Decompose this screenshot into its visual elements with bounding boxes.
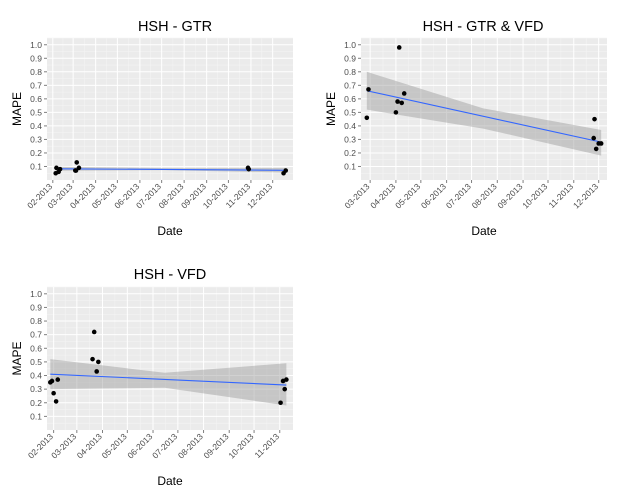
data-point — [283, 168, 289, 173]
data-point — [393, 110, 399, 115]
y-tick-label: 0.6 — [30, 94, 42, 104]
data-point — [53, 399, 59, 404]
x-tick-label: 12-2013 — [571, 181, 600, 210]
x-tick-label: 07-2013 — [150, 431, 179, 460]
y-tick-label: 0.2 — [344, 148, 356, 158]
y-tick-label: 0.6 — [344, 94, 356, 104]
data-point — [51, 390, 56, 396]
x-tick-label: 10-2013 — [520, 181, 549, 210]
plot-area — [47, 287, 293, 430]
x-tick-label: 10-2013 — [226, 431, 255, 460]
data-point — [278, 400, 283, 406]
data-point — [401, 91, 407, 96]
x-tick-label: 09-2013 — [495, 181, 524, 210]
x-tick-label: 09-2013 — [202, 431, 231, 460]
chart-title: HSH - VFD — [134, 267, 207, 283]
data-point — [284, 377, 289, 382]
y-tick-label: 0.7 — [344, 80, 356, 90]
y-tick-label: 0.8 — [30, 67, 42, 77]
y-tick-label: 0.2 — [30, 398, 42, 408]
y-tick-label: 0.4 — [30, 121, 42, 131]
data-point — [74, 160, 80, 165]
x-axis-label: Date — [471, 224, 497, 238]
data-point — [592, 116, 597, 122]
y-tick-label: 0.5 — [30, 357, 42, 367]
trend-line — [50, 373, 287, 386]
y-axis-label: MAPE — [324, 92, 338, 126]
x-tick-label: 05-2013 — [100, 431, 129, 460]
data-point — [591, 135, 597, 141]
x-tick-label: 04-2013 — [368, 181, 397, 210]
chart-title: HSH - GTR & VFD — [423, 19, 544, 35]
data-point — [282, 386, 288, 392]
data-point — [364, 115, 370, 121]
data-point — [49, 378, 55, 384]
chart-panel-3: 0.10.20.30.40.50.60.70.80.91.002-201303-… — [10, 267, 293, 488]
plot-area — [361, 38, 607, 180]
y-tick-label: 0.8 — [344, 67, 356, 77]
data-point — [91, 329, 97, 335]
x-axis-label: Date — [157, 224, 183, 238]
y-tick-label: 0.4 — [30, 371, 42, 381]
y-tick-label: 0.5 — [344, 107, 356, 117]
y-tick-label: 0.2 — [30, 148, 42, 158]
x-tick-label: 05-2013 — [393, 181, 422, 210]
data-point — [54, 165, 59, 171]
data-point — [396, 45, 402, 50]
data-point — [399, 100, 405, 106]
y-tick-label: 0.5 — [30, 107, 42, 117]
confidence-band — [50, 359, 287, 406]
x-tick-label: 03-2013 — [49, 431, 78, 460]
data-point — [94, 369, 99, 374]
x-tick-label: 04-2013 — [75, 431, 104, 460]
data-point — [57, 166, 63, 172]
y-axis-label: MAPE — [10, 341, 24, 375]
data-point — [246, 166, 252, 172]
x-axis-label: Date — [157, 474, 183, 488]
x-tick-label: 03-2013 — [342, 181, 371, 210]
y-tick-label: 0.6 — [30, 343, 42, 353]
y-tick-label: 0.3 — [30, 134, 42, 144]
y-tick-label: 0.9 — [30, 53, 42, 63]
y-tick-label: 1.0 — [30, 40, 42, 50]
x-tick-label: 07-2013 — [444, 181, 473, 210]
plot-area — [47, 38, 293, 180]
data-point — [90, 356, 95, 362]
data-point — [598, 141, 604, 146]
y-tick-label: 1.0 — [30, 289, 42, 299]
chart-panel-1: 0.10.20.30.40.50.60.70.80.91.002-201303-… — [10, 19, 293, 238]
y-tick-label: 0.3 — [344, 134, 356, 144]
data-point — [73, 168, 79, 173]
y-tick-label: 0.3 — [30, 384, 42, 394]
y-tick-label: 0.1 — [344, 161, 356, 171]
x-tick-label: 11-2013 — [546, 181, 575, 210]
y-axis-label: MAPE — [10, 92, 24, 126]
y-tick-label: 0.1 — [30, 411, 42, 421]
y-tick-label: 0.7 — [30, 330, 42, 340]
y-tick-label: 1.0 — [344, 40, 356, 50]
data-point — [55, 377, 61, 382]
y-tick-label: 0.1 — [30, 161, 42, 171]
data-point — [366, 87, 371, 92]
x-tick-label: 11-2013 — [252, 431, 281, 460]
x-tick-label: 06-2013 — [419, 181, 448, 210]
x-tick-label: 08-2013 — [176, 431, 205, 460]
x-tick-label: 06-2013 — [125, 431, 154, 460]
trend-line — [366, 90, 602, 143]
y-tick-label: 0.8 — [30, 316, 42, 326]
data-point — [395, 99, 400, 104]
chart-title: HSH - GTR — [138, 19, 212, 35]
data-point — [96, 359, 101, 365]
data-point — [76, 165, 82, 171]
y-tick-label: 0.7 — [30, 80, 42, 90]
data-point — [593, 146, 599, 152]
y-tick-label: 0.9 — [30, 302, 42, 312]
y-tick-label: 0.9 — [344, 53, 356, 63]
x-tick-label: 08-2013 — [470, 181, 499, 210]
y-tick-label: 0.4 — [344, 121, 356, 131]
chart-panel-2: 0.1 0.2 0.3 0.4 0.5 0.6 0.7 0.8 0.9 1.0 03-201304-… — [324, 19, 607, 238]
confidence-band — [366, 71, 602, 156]
